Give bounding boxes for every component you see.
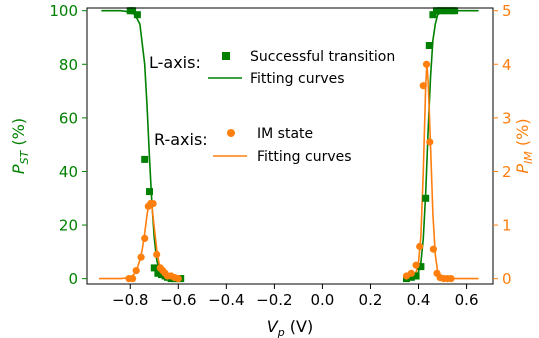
im-point xyxy=(149,200,157,208)
st-point xyxy=(407,273,415,281)
im-point xyxy=(141,234,149,242)
st-point xyxy=(154,269,162,277)
st-point xyxy=(451,7,459,15)
legend-square-icon xyxy=(222,52,230,60)
im-point xyxy=(422,60,431,68)
st-point xyxy=(422,194,430,202)
y-right-tick-label: 4 xyxy=(502,56,512,74)
im-point xyxy=(137,253,145,261)
x-axis-label: Vp (V) xyxy=(267,317,313,338)
x-tick-label: 0.4 xyxy=(407,291,431,309)
y-left-tick-label: 0 xyxy=(68,270,78,288)
legend-label: Successful transition xyxy=(250,49,395,65)
legend-right-axis: R-axis: IM state Fitting curves xyxy=(154,126,352,165)
y-left-tick-label: 100 xyxy=(49,2,78,20)
st-point xyxy=(129,7,137,15)
st-point xyxy=(133,11,141,19)
y-right-tick-label: 0 xyxy=(502,270,512,288)
y-right-tick-label: 5 xyxy=(502,2,512,20)
y-left-axis-label: PST (%) xyxy=(9,118,31,174)
st-point xyxy=(146,188,153,196)
im-point xyxy=(407,269,415,277)
y-right-tick-label: 3 xyxy=(502,109,512,127)
im-point xyxy=(129,275,137,283)
x-tick-label: 0.2 xyxy=(359,291,383,309)
im-point xyxy=(447,275,455,283)
legend-left-axis: L-axis: Successful transition Fitting curv… xyxy=(149,49,395,87)
y-left-tick-label: 60 xyxy=(59,109,78,127)
im-point xyxy=(429,245,437,253)
st-point xyxy=(436,7,444,15)
legend-heading: R-axis: xyxy=(154,130,208,149)
legends: L-axis: Successful transition Fitting curv… xyxy=(149,49,395,165)
y-right-axis-label: PIM (%) xyxy=(513,118,535,173)
st-point xyxy=(412,272,420,280)
legend-label: Fitting curves xyxy=(250,71,345,87)
st-point xyxy=(150,264,158,272)
im-point xyxy=(426,138,434,146)
x-tick-label: 0.0 xyxy=(311,291,335,309)
x-tick-label: −0.8 xyxy=(112,291,148,309)
st-point xyxy=(141,155,149,163)
series-markers xyxy=(125,7,459,283)
legend-heading: L-axis: xyxy=(149,53,201,72)
plot-frame xyxy=(86,7,494,285)
st-point xyxy=(443,7,451,15)
y-left-tick-label: 80 xyxy=(59,56,78,74)
im-point xyxy=(412,261,420,269)
x-tick-label: −0.2 xyxy=(256,291,292,309)
im-point xyxy=(174,275,182,283)
y-left-tick-label: 20 xyxy=(59,217,78,235)
st-point xyxy=(433,7,440,15)
im-point xyxy=(132,267,140,275)
st-point xyxy=(440,7,448,15)
im-point xyxy=(419,82,427,90)
x-tick-label: 0.6 xyxy=(455,291,479,309)
legend-label: Fitting curves xyxy=(257,149,352,165)
legend-circle-icon xyxy=(227,129,235,137)
x-tick-label: −0.4 xyxy=(208,291,244,309)
st-point xyxy=(425,42,433,49)
y-left-tick-label: 40 xyxy=(59,163,78,181)
y-right-tick-label: 2 xyxy=(502,163,512,181)
legend-label: IM state xyxy=(257,126,313,142)
im-point xyxy=(416,242,424,251)
st-point xyxy=(158,271,165,279)
im-point xyxy=(153,250,161,259)
x-tick-label: −0.6 xyxy=(160,291,196,309)
st-point xyxy=(417,263,425,271)
y-right-tick-label: 1 xyxy=(502,217,512,235)
st-point xyxy=(429,11,437,19)
axes: −0.8 −0.6 −0.4 −0.2 0.0 0.2 0.4 0.6Vp (V)020406… xyxy=(9,2,535,338)
